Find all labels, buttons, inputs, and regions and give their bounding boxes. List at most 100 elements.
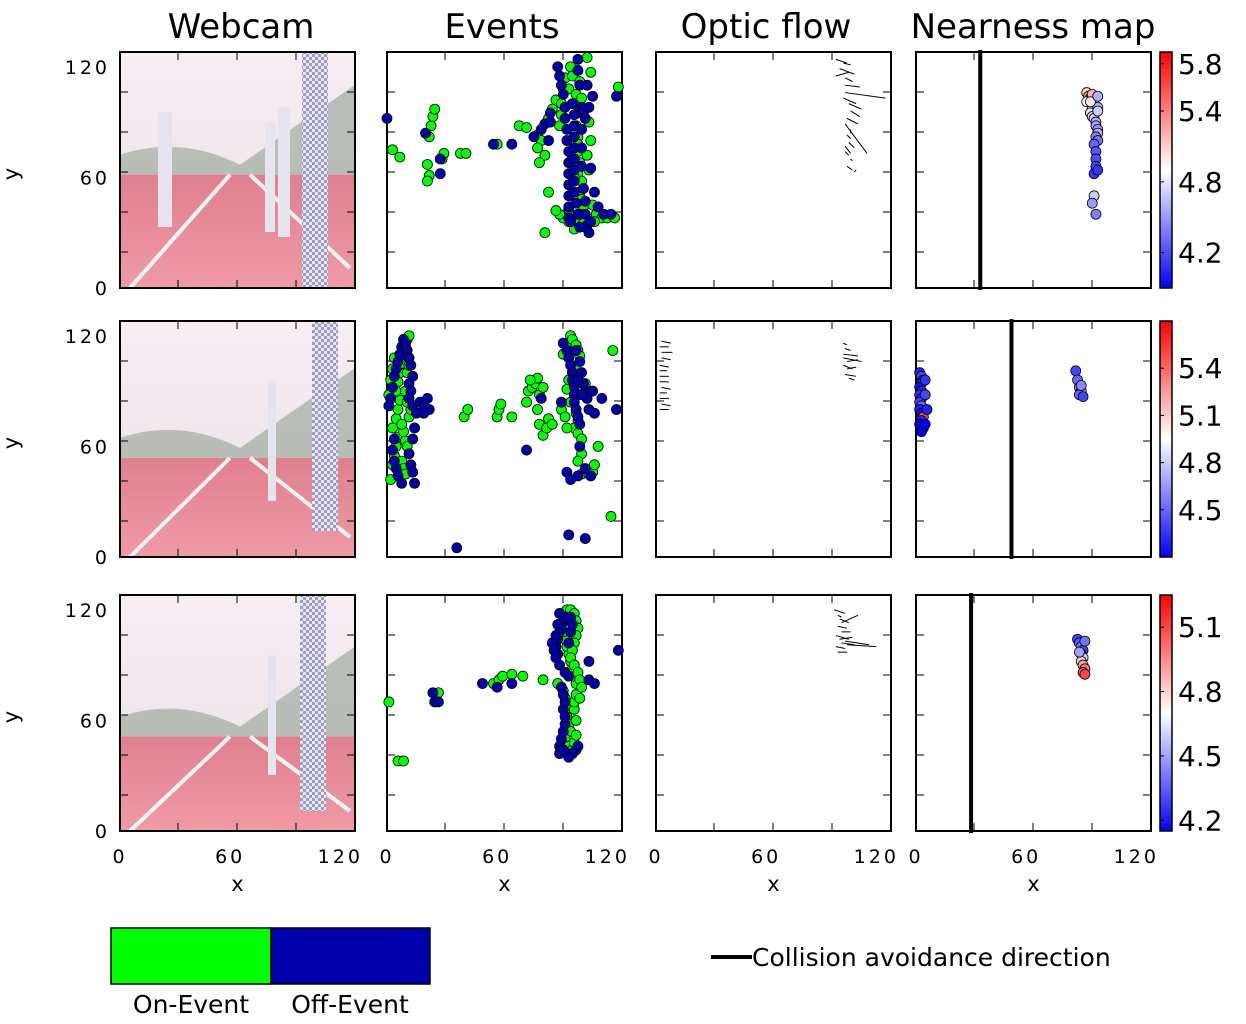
row1-events-on-point-54: [543, 186, 554, 198]
row1-events-off-point-5: [506, 138, 518, 150]
row3-webcam-lane-left: [128, 735, 232, 831]
row2-optic-flow-vector-16: [843, 357, 862, 363]
row3-optic-flow-vector-0: [833, 609, 846, 614]
row1-events-off-point-51: [589, 186, 600, 198]
row1-optic-flow-vector-9: [850, 110, 861, 117]
row2-webcam-ytick-1: 60: [80, 436, 110, 458]
row2-webcam-ytick-0: 0: [95, 547, 110, 569]
row3-events-off-point-44: [563, 670, 575, 682]
legend-collision-label: Collision avoidance direction: [752, 943, 1111, 972]
webcam-xlabel: x: [231, 872, 243, 896]
row1-optic-flow-vector-2: [839, 68, 855, 75]
row3-webcam-image: [120, 595, 355, 831]
row2-events-off-point-62: [611, 404, 622, 415]
row1-optic-flow-vector-18: [846, 165, 853, 171]
row3-events-off-point-1: [433, 696, 444, 708]
row1-events-off-point-63: [585, 162, 597, 174]
row1-optic-flow-vector-3: [835, 71, 849, 77]
nearness-xtick-1: 60: [1011, 846, 1041, 868]
row3-events-off-point-3: [477, 678, 488, 689]
row1-events-on-point-66: [585, 135, 597, 146]
row2-events-off-point-65: [585, 470, 597, 482]
row2-events-off-point-23: [418, 407, 430, 419]
row1-events-off-point-10: [544, 107, 556, 119]
row2-nearness-frame: [915, 320, 1152, 558]
row1-webcam-ytick-1: 60: [80, 167, 110, 189]
row3-events-off-point-15: [556, 681, 567, 693]
row1-webcam-pole-checker: [302, 52, 328, 288]
row2-events-on-point-81: [605, 511, 617, 522]
row1-optic-flow-vector-5: [845, 84, 860, 88]
row2-events-off-point-52: [574, 356, 586, 367]
row2-events-off-point-68: [556, 396, 567, 408]
row2-optic-flow-vector-17: [846, 359, 859, 363]
row2-events-on-point-24: [396, 418, 408, 430]
row2-events-off-point-51: [570, 345, 582, 356]
row1-events-off-point-55: [611, 90, 622, 102]
events-xtick-0: 0: [379, 846, 394, 868]
row3-nearness-cbar-tick-0: 4.2: [1178, 804, 1223, 837]
row1-events-off-point-52: [592, 201, 604, 213]
events-xtick-2: 120: [585, 846, 630, 868]
row2-events-off-point-21: [421, 393, 433, 404]
row1-events-off-point-2: [434, 153, 446, 165]
row3-webcam-ytick-1: 60: [80, 710, 110, 732]
row3-nearness-point-12: [1079, 635, 1091, 647]
row3-events-on-point-2: [398, 755, 409, 767]
row2-events-on-point-54: [546, 418, 558, 430]
row1-events-off-point-48: [579, 208, 591, 220]
row3-optic-flow-vector-2: [839, 618, 849, 624]
row3-events-off-point-38: [557, 744, 569, 756]
row2-webcam-pole-2: [268, 381, 276, 501]
optic-flow-xtick-0: 0: [648, 846, 663, 868]
row1-events-on-point-0: [387, 144, 398, 156]
row2-webcam-ylabel: y: [0, 437, 23, 449]
legend-on-event-label: On-Event: [133, 990, 249, 1019]
row2-events-off-point-57: [572, 374, 584, 386]
row2-events-off-point-24: [409, 422, 420, 434]
row1-events-on-point-74: [585, 66, 597, 78]
row2-optic-flow-vector-19: [846, 366, 857, 370]
row2-webcam-pole-checker: [312, 321, 338, 531]
row3-events-on-point-50: [574, 692, 586, 704]
row1-nearness-point-26: [1085, 96, 1096, 108]
row3-events-on-point-7: [506, 668, 518, 680]
row3-events-off-point-35: [572, 740, 584, 752]
row2-nearness-point-17: [919, 418, 931, 430]
row2-webcam-trees: [120, 367, 355, 458]
row1-events-off-point-12: [552, 61, 564, 73]
row2-optic-flow-vector-15: [843, 353, 859, 357]
row3-nearness-cbar-tick-3: 5.1: [1178, 611, 1223, 644]
row2-events-on-point-36: [462, 404, 474, 415]
row1-optic-flow-vector-14: [848, 141, 855, 149]
row1-events-off-point-62: [585, 216, 597, 228]
row3-events-off-point-24: [554, 608, 565, 619]
row2-events-off-point-70: [574, 440, 586, 452]
row1-nearness-point-22: [1086, 197, 1098, 209]
row2-events-off-point-69: [587, 385, 599, 397]
row3-events-on-point-9: [537, 674, 549, 686]
row3-webcam-trees: [120, 646, 355, 737]
row2-events-off-point-72: [579, 533, 591, 544]
row1-events-on-point-8: [421, 175, 433, 187]
row1-events-off-point-31: [568, 131, 580, 143]
row2-events-on-point-80: [592, 440, 604, 452]
row1-optic-flow-vector-15: [844, 145, 852, 154]
row2-optic-flow-vector-13: [843, 342, 848, 346]
row2-nearness-point-26: [1077, 391, 1089, 402]
row2-events-off-point-35: [388, 433, 400, 445]
row2-optic-flow-vector-3: [661, 357, 671, 361]
row1-events-off-point-36: [568, 186, 580, 198]
row1-events-off-point-44: [576, 142, 588, 154]
row3-nearness-cbar-tick-2: 4.8: [1178, 676, 1223, 709]
row3-events-off-point-2: [427, 687, 439, 699]
row1-webcam-ytick-2: 120: [65, 57, 110, 79]
row1-optic-flow-vector-19: [853, 169, 857, 173]
row1-events-on-point-12: [460, 148, 472, 159]
row1-events-off-point-61: [574, 221, 586, 233]
row1-events-off-point-60: [587, 90, 599, 102]
column-title-nearness-map: Nearness map: [911, 7, 1156, 47]
row1-webcam-ylabel: y: [0, 168, 23, 180]
row3-optic-flow-frame: [655, 594, 892, 832]
webcam-xtick-2: 120: [318, 846, 363, 868]
